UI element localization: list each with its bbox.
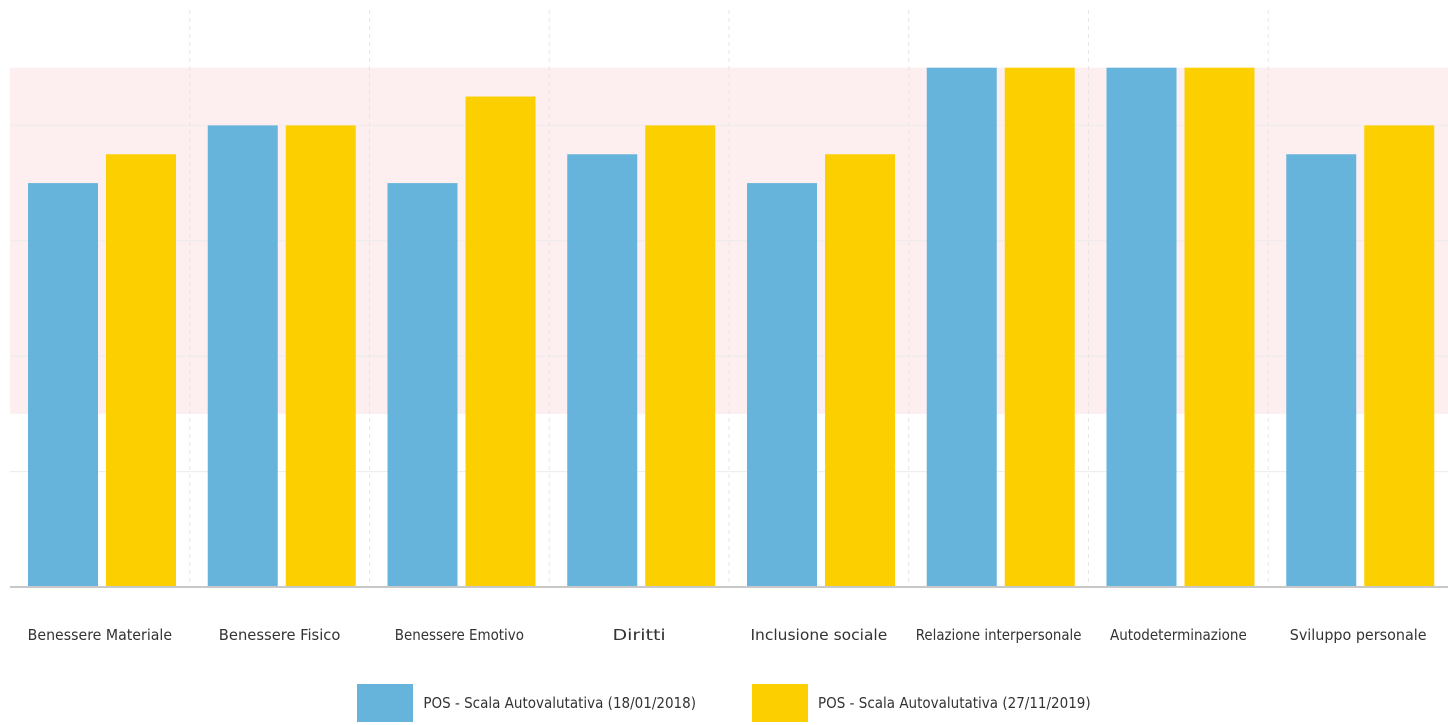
x-tick-label: Relazione interpersonale [916, 626, 1082, 644]
category-labels-layer: Benessere Materiale Benessere Fisico Benes… [28, 626, 1427, 644]
bar-series-1-inclusione-sociale[interactable] [747, 183, 817, 587]
legend-label-series-1: POS - Scala Autovalutativa (18/01/2018) [423, 694, 696, 712]
bar-series-1-autodeterminazione[interactable] [1106, 67, 1177, 587]
bar-series-2-benessere-materiale[interactable] [106, 154, 176, 587]
bar-series-1-benessere-fisico[interactable] [207, 125, 278, 588]
legend: POS - Scala Autovalutativa (18/01/2018) … [0, 684, 1448, 722]
x-tick-label: Inclusione sociale [750, 626, 887, 644]
legend-item-series-2[interactable]: POS - Scala Autovalutativa (27/11/2019) [752, 684, 1091, 722]
bar-series-2-relazione-interpersonale[interactable] [1004, 67, 1075, 587]
legend-swatch-series-1 [357, 684, 414, 722]
bar-series-2-benessere-fisico[interactable] [285, 125, 356, 588]
bar-series-2-autodeterminazione[interactable] [1184, 67, 1255, 587]
x-tick-label: Autodeterminazione [1110, 626, 1247, 644]
x-tick-label: Benessere Fisico [219, 626, 341, 644]
bars-layer [28, 67, 1435, 588]
bar-series-2-inclusione-sociale[interactable] [825, 154, 895, 587]
legend-swatch-series-2 [752, 684, 808, 722]
bar-series-2-sviluppo-personale[interactable] [1364, 125, 1435, 588]
bar-series-2-benessere-emotivo[interactable] [465, 96, 536, 588]
bar-series-1-benessere-emotivo[interactable] [387, 183, 458, 587]
bar-series-1-relazione-interpersonale[interactable] [926, 67, 997, 587]
x-tick-label: Sviluppo personale [1290, 626, 1427, 644]
legend-label-series-2: POS - Scala Autovalutativa (27/11/2019) [818, 694, 1091, 712]
x-tick-label: Benessere Materiale [28, 626, 172, 644]
legend-item-series-1[interactable]: POS - Scala Autovalutativa (18/01/2018) [357, 684, 696, 722]
bar-chart: Benessere Materiale Benessere Fisico Benes… [10, 10, 1448, 644]
x-tick-label: Benessere Emotivo [395, 626, 524, 644]
bar-series-2-diritti[interactable] [645, 125, 716, 588]
x-tick-label: Diritti [613, 626, 666, 644]
bar-series-1-benessere-materiale[interactable] [28, 183, 98, 587]
bar-series-1-diritti[interactable] [567, 154, 638, 587]
bar-series-1-sviluppo-personale[interactable] [1286, 154, 1357, 587]
